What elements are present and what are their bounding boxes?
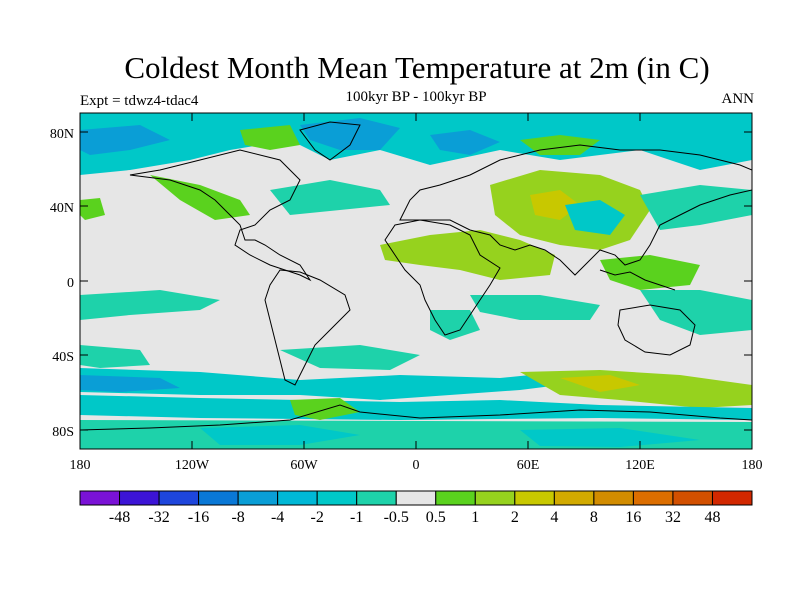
field-patch — [520, 428, 700, 447]
colorbar-label: 2 — [511, 509, 519, 526]
colorbar-box — [672, 490, 713, 506]
lon-label-60e: 60E — [517, 458, 540, 473]
colorbar-label: 32 — [665, 509, 681, 526]
coastline-eurasia — [399, 144, 752, 276]
field-patch — [280, 345, 420, 370]
coastline-africa — [384, 219, 501, 336]
colorbar-label: 48 — [704, 509, 720, 526]
colorbar-box — [79, 490, 121, 506]
colorbar-label: -32 — [148, 509, 169, 526]
field-patch — [80, 375, 180, 392]
lat-label-80s: 80S — [52, 425, 74, 440]
colorbar-label: -8 — [231, 509, 244, 526]
field-patch — [530, 190, 580, 220]
lon-label-0: 0 — [413, 458, 420, 473]
field-patch — [560, 375, 640, 392]
lon-label-120e: 120E — [625, 458, 655, 473]
field-patch — [430, 130, 500, 155]
colorbar-label: 4 — [550, 509, 558, 526]
axis-ticks — [79, 113, 753, 449]
colorbar-label: -1 — [350, 509, 363, 526]
colorbar-box — [514, 490, 555, 506]
lon-label-180w: 180 — [70, 458, 91, 473]
coastline-north-america — [129, 149, 312, 282]
colorbar-label: -16 — [188, 509, 209, 526]
lat-label-0: 0 — [67, 276, 74, 291]
coastlines — [80, 121, 752, 431]
lat-label-40s: 40S — [52, 350, 74, 365]
field-patch — [640, 290, 752, 335]
field-patch — [80, 368, 600, 400]
map-subtitle: 100kyr BP - 100kyr BP — [345, 89, 487, 105]
colorbar-label: -4 — [271, 509, 284, 526]
coastline-indonesia — [599, 269, 676, 291]
colorbar-box — [435, 490, 476, 506]
map-title: Coldest Month Mean Temperature at 2m (in… — [124, 50, 710, 85]
lat-label-80n: 80N — [50, 127, 74, 142]
colorbar-box — [237, 490, 279, 506]
colorbar-label: 1 — [471, 509, 479, 526]
field-patch — [80, 345, 150, 368]
colorbar-box — [356, 490, 397, 506]
period-label: ANN — [721, 91, 755, 107]
colorbar-label: 0.5 — [426, 509, 446, 526]
colorbar-label: 16 — [625, 509, 641, 526]
field-patch — [240, 125, 300, 150]
colorbar-box — [277, 490, 318, 506]
coastline-south-america — [264, 269, 351, 386]
field-patch — [80, 198, 105, 220]
field-patch — [430, 310, 480, 340]
colorbar-label: -48 — [109, 509, 130, 526]
field-patch — [600, 255, 700, 290]
field-patch — [150, 175, 250, 220]
colorbar-box — [632, 490, 674, 506]
colorbar-box — [395, 490, 437, 506]
coastline-greenland — [299, 121, 361, 161]
field-patch — [470, 295, 600, 320]
experiment-label: Expt = tdwz4-tdac4 — [80, 93, 199, 109]
colorbar-box — [553, 490, 595, 506]
colorbar: -48 -32 -16 -8 -4 -2 -1 -0.5 0.5 1 2 4 8 16 32 48 — [79, 490, 753, 526]
field-patch — [565, 200, 625, 235]
field-patch — [300, 118, 400, 150]
field-patch — [80, 290, 220, 320]
field-patch — [200, 425, 360, 445]
colorbar-label: -0.5 — [384, 509, 409, 526]
colorbar-box — [474, 490, 516, 506]
field-patch — [80, 113, 752, 175]
field-patch — [270, 180, 390, 215]
colorbar-box — [119, 490, 160, 506]
colorbar-label: -2 — [311, 509, 324, 526]
colorbar-box — [316, 490, 358, 506]
lon-label-120w: 120W — [175, 458, 210, 473]
field-patch — [380, 230, 555, 280]
colorbar-box — [711, 490, 753, 506]
field-patch — [80, 395, 752, 420]
colorbar-box — [593, 490, 634, 506]
field-patch — [80, 125, 170, 155]
colorbar-box — [198, 490, 239, 506]
lon-label-180e: 180 — [742, 458, 763, 473]
map-field — [80, 113, 752, 449]
coastline-australia — [617, 304, 696, 356]
colorbar-box — [158, 490, 200, 506]
lon-label-60w: 60W — [290, 458, 318, 473]
lat-label-40n: 40N — [50, 201, 74, 216]
colorbar-label: 8 — [590, 509, 598, 526]
coastline-antarctica — [80, 404, 752, 431]
